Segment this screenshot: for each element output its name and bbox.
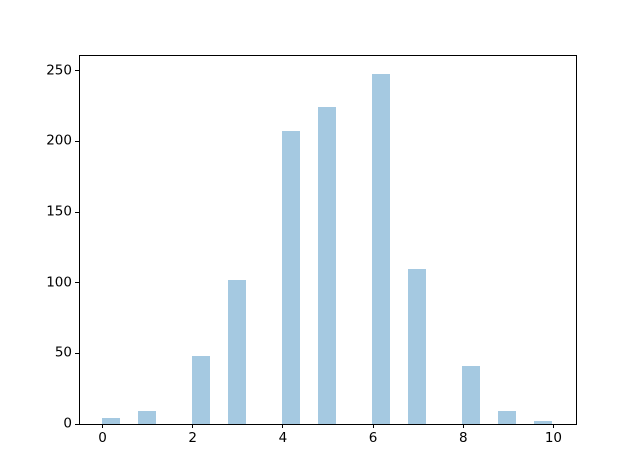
- histogram-bar-9: [498, 411, 517, 424]
- y-axis-tick-150: [75, 211, 79, 213]
- y-axis-tick-label-0: 0: [63, 415, 72, 432]
- x-axis-tick-6: [372, 424, 374, 428]
- plot-area: [79, 55, 577, 425]
- histogram-bar-8: [462, 366, 481, 424]
- x-axis-tick-4: [282, 424, 284, 428]
- histogram-bar-10: [534, 421, 553, 424]
- y-axis-tick-250: [75, 70, 79, 72]
- x-axis-tick-label-4: 4: [278, 430, 288, 446]
- histogram-bar-5: [317, 107, 336, 424]
- x-axis-tick-label-8: 8: [458, 430, 468, 446]
- y-axis-tick-50: [75, 352, 79, 354]
- y-axis-tick-200: [75, 140, 79, 142]
- x-axis-tick-label-10: 10: [544, 430, 563, 446]
- y-axis-tick-label-50: 50: [54, 344, 72, 361]
- y-axis-tick-label-200: 200: [46, 132, 72, 149]
- x-axis-tick-0: [102, 424, 104, 428]
- histogram-bar-4: [281, 131, 300, 424]
- x-axis-tick-label-0: 0: [98, 430, 107, 446]
- histogram-bar-2: [191, 356, 210, 424]
- histogram-bar-0: [101, 418, 120, 424]
- x-axis-tick-label-6: 6: [368, 430, 378, 446]
- y-axis-tick-label-150: 150: [46, 203, 72, 220]
- histogram-bar-3: [227, 279, 246, 424]
- y-axis-tick-label-250: 250: [46, 61, 72, 78]
- x-axis-tick-2: [192, 424, 194, 428]
- histogram-bar-1: [137, 411, 156, 424]
- histogram-bar-7: [408, 268, 427, 424]
- x-axis-tick-10: [552, 424, 554, 428]
- y-axis-tick-100: [75, 282, 79, 284]
- y-axis-tick-0: [75, 423, 79, 425]
- x-axis-tick-8: [462, 424, 464, 428]
- x-axis-tick-label-2: 2: [188, 430, 198, 446]
- y-axis-tick-label-100: 100: [46, 273, 72, 290]
- histogram-bar-6: [372, 73, 391, 424]
